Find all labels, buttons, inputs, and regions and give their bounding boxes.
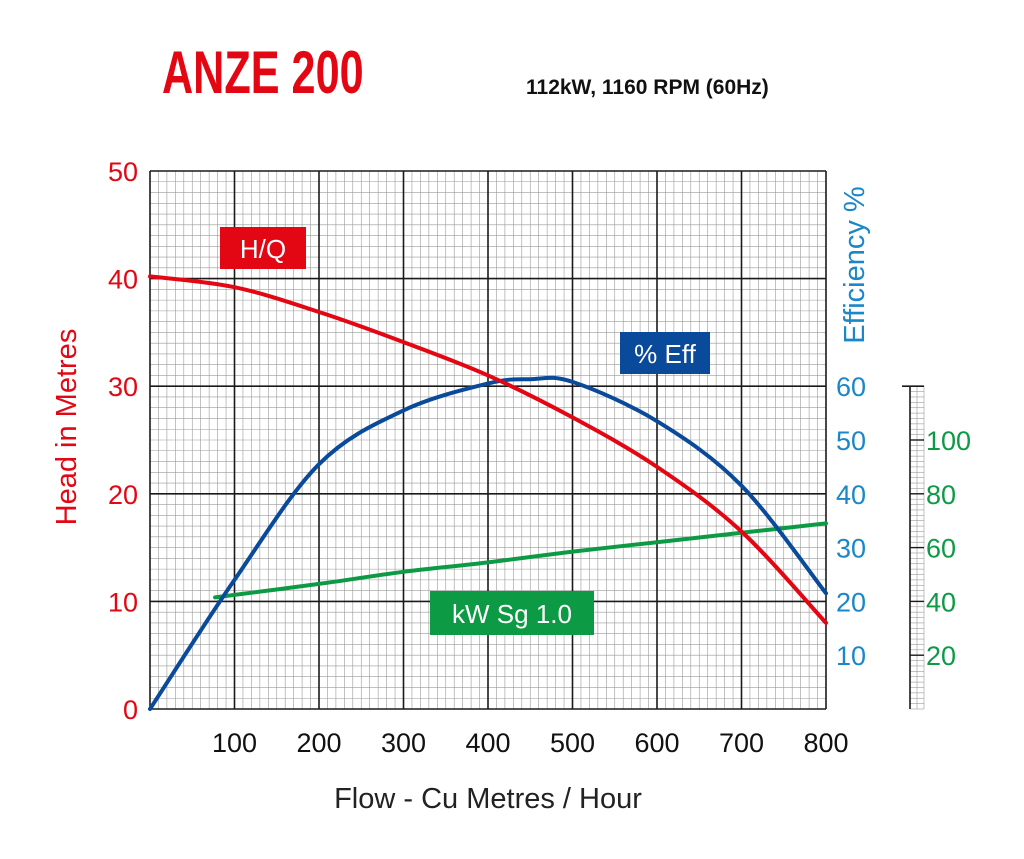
x-tick-label: 800 [803, 728, 848, 758]
y-axis-label-efficiency: Efficiency % [839, 186, 871, 343]
chart-subtitle: 112kW, 1160 RPM (60Hz) [526, 76, 769, 99]
y-tick-label-power: 60 [926, 534, 956, 564]
chart-title: ANZE 200 [162, 40, 364, 107]
y-tick-label-power: 80 [926, 480, 956, 510]
x-tick-label: 500 [550, 728, 595, 758]
hq-label: H/Q [220, 227, 306, 269]
kw-curve [213, 521, 828, 600]
kw-label-text: kW Sg 1.0 [452, 599, 572, 629]
y-tick-label-head: 50 [108, 157, 138, 187]
x-tick-label: 600 [634, 728, 679, 758]
x-tick-label: 200 [296, 728, 341, 758]
y-tick-label-head: 0 [123, 695, 138, 725]
y-tick-label-efficiency: 10 [836, 641, 866, 671]
y-tick-label-head: 40 [108, 265, 138, 295]
y-tick-label-power: 100 [926, 426, 971, 456]
x-tick-label: 700 [719, 728, 764, 758]
hq-label-box [220, 227, 306, 269]
y-axis-label-head: Head in Metres [51, 329, 83, 526]
y-tick-label-efficiency: 40 [836, 480, 866, 510]
tick-labels: 100 200 300 400 500 600 700 800 0 10 20 30 40 50 10 20 3… [108, 157, 971, 758]
y-tick-label-power: 20 [926, 641, 956, 671]
y-tick-label-efficiency: 20 [836, 587, 866, 617]
curves [148, 274, 828, 711]
y-tick-label-efficiency: 60 [836, 372, 866, 402]
y-tick-label-head: 20 [108, 480, 138, 510]
x-tick-label: 300 [381, 728, 426, 758]
x-tick-label: 100 [212, 728, 257, 758]
y-tick-label-efficiency: 30 [836, 534, 866, 564]
eff-label: % Eff [620, 332, 710, 374]
kw-label: kW Sg 1.0 [430, 591, 594, 635]
y-tick-label-head: 30 [108, 372, 138, 402]
x-axis-label: Flow - Cu Metres / Hour [334, 783, 642, 815]
kw-label-box [430, 591, 594, 635]
eff-label-text: % Eff [634, 339, 696, 369]
y-tick-label-power: 40 [926, 587, 956, 617]
hq-curve [148, 274, 828, 625]
x-tick-label: 400 [465, 728, 510, 758]
hq-label-text: H/Q [240, 234, 286, 264]
y-tick-label-head: 10 [108, 587, 138, 617]
power-axis-grid [902, 385, 925, 710]
eff-label-box [620, 332, 710, 374]
y-tick-label-efficiency: 50 [836, 426, 866, 456]
